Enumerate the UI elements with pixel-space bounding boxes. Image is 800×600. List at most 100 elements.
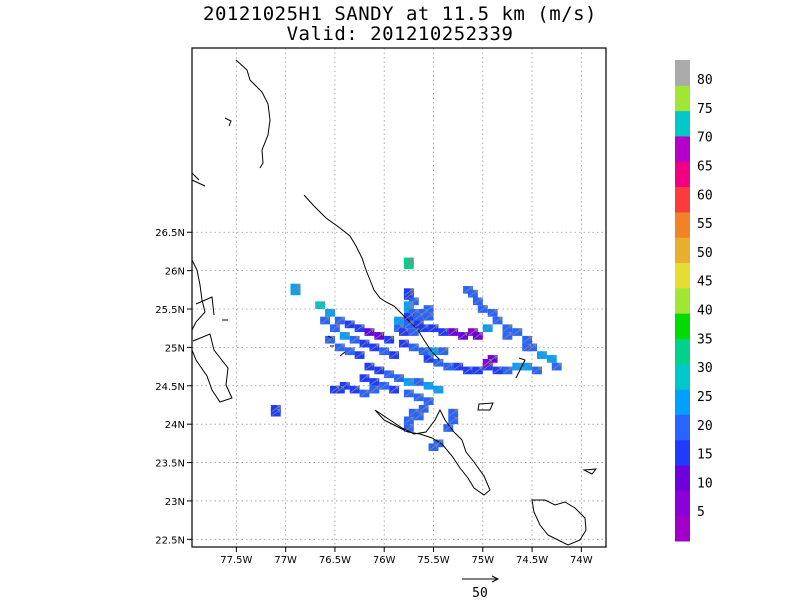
wind-vector [424, 355, 433, 363]
wind-vector [365, 328, 374, 336]
wind-vector-head [528, 336, 532, 340]
colorbar-swatch [675, 338, 690, 365]
x-tick-label: 77.5W [220, 555, 252, 566]
wind-vector [404, 261, 414, 269]
wind-vector [315, 301, 325, 309]
x-tick-label: 76.5W [319, 555, 351, 566]
wind-vector-head [380, 366, 384, 371]
wind-vector-head [355, 386, 360, 390]
colorbar-swatch [675, 389, 690, 415]
wind-vector-head [414, 409, 419, 413]
wind-vector [424, 305, 433, 313]
wind-vector-head [409, 378, 414, 383]
wind-vector [414, 393, 423, 401]
wind-vector [448, 409, 458, 416]
wind-vector-head [488, 362, 493, 367]
plot-border [191, 47, 607, 548]
colorbar: 5 10 15 20 25 30 35 40 45 50 55 60 65 70 75 80 [675, 60, 713, 542]
x-tick-label: 74.5W [516, 555, 548, 566]
wind-vector [335, 386, 345, 393]
wind-vector [463, 286, 473, 294]
y-tick-label: 26.5N [155, 228, 185, 239]
colorbar-label: 65 [697, 159, 713, 174]
wind-vector-head [340, 386, 345, 390]
colorbar-label: 50 [697, 246, 713, 261]
wind-vector [424, 313, 433, 321]
wind-vector-head [449, 362, 453, 367]
wind-vector-head [528, 362, 532, 367]
wind-vector [330, 324, 340, 332]
wind-vector-head [419, 378, 424, 383]
y-tick-label: 24N [165, 420, 185, 431]
wind-vector-head [444, 347, 448, 352]
wind-vector-head [330, 336, 335, 340]
wind-vector [419, 405, 428, 413]
wind-vector [375, 332, 384, 340]
wind-vector-head [478, 366, 483, 371]
wind-vector [547, 355, 557, 363]
wind-vector-head [454, 416, 458, 421]
wind-vector-head [409, 292, 414, 297]
wind-vector [370, 378, 379, 386]
wind-vector-head [464, 332, 468, 337]
wind-vector [335, 317, 345, 324]
wind-vector-head [375, 343, 379, 348]
wind-vector [439, 347, 448, 355]
wind-vector-head [370, 362, 374, 367]
wind-vector-head [439, 386, 443, 390]
wind-vector-head [429, 355, 434, 360]
colorbar-label: 70 [697, 131, 713, 146]
colorbar-swatch [675, 60, 690, 86]
reference-vector-label: 50 [472, 586, 488, 600]
wind-vector-head [429, 305, 434, 310]
wind-vector-head [434, 324, 439, 329]
wind-vector-head [552, 355, 557, 360]
wind-vector [394, 317, 404, 324]
wind-vector-head [395, 386, 399, 390]
wind-vector [419, 347, 428, 355]
wind-vector [434, 359, 443, 367]
wind-vector [350, 336, 359, 344]
y-tick-label: 25N [165, 343, 185, 354]
wind-vector-head [498, 366, 503, 371]
wind-vector [379, 347, 389, 355]
wind-vector [291, 284, 300, 291]
wind-vector-head [409, 305, 414, 310]
wind-vector-head [429, 397, 434, 402]
wind-vector-head [454, 409, 458, 413]
wind-vector [409, 328, 419, 336]
wind-vector-head [385, 347, 389, 352]
wind-vector-head [483, 305, 488, 310]
wind-vector [444, 363, 453, 370]
wind-vector-head [419, 412, 424, 417]
wind-vector-head [375, 378, 379, 383]
colorbar-swatch [675, 313, 690, 339]
x-tick-label: 75.5W [417, 555, 449, 566]
wind-vector-head [429, 313, 434, 317]
wind-vector-head [399, 374, 404, 379]
wind-vector-head [454, 328, 458, 333]
wind-vector [345, 321, 354, 328]
wind-vector [493, 367, 502, 374]
wind-vector [404, 305, 414, 313]
wind-vector-head [365, 374, 370, 379]
wind-vector [404, 417, 414, 424]
wind-vector [404, 321, 414, 328]
wind-vector-head [493, 355, 498, 360]
wind-vector-head [537, 366, 542, 371]
wind-vector [389, 386, 399, 393]
wind-vector [389, 351, 399, 359]
wind-vector [355, 351, 364, 359]
wind-vector-head [449, 424, 453, 429]
wind-vector [271, 409, 281, 416]
wind-vector-head [439, 439, 443, 444]
wind-vector [335, 344, 345, 351]
wind-vector [291, 288, 300, 295]
colorbar-swatch [675, 110, 690, 137]
wind-vector-head [345, 382, 350, 386]
wind-vector [513, 328, 522, 336]
wind-vector [483, 324, 492, 332]
wind-vector [532, 367, 542, 374]
plot-frame [192, 48, 606, 547]
wind-vector [473, 298, 483, 305]
